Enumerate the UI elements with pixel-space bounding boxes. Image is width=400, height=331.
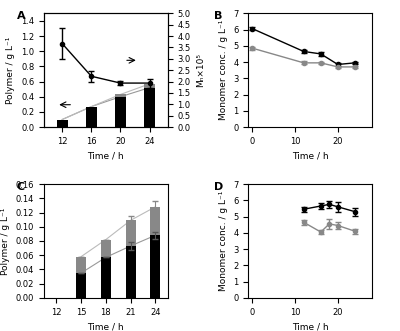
Bar — [150, 235, 160, 298]
Bar — [76, 273, 86, 298]
Bar — [144, 84, 155, 88]
Y-axis label: Polymer / g L⁻¹: Polymer / g L⁻¹ — [6, 36, 16, 104]
Bar — [150, 207, 160, 235]
Bar — [101, 257, 111, 298]
X-axis label: Time / h: Time / h — [88, 322, 124, 331]
Text: B: B — [214, 11, 222, 21]
Bar — [126, 220, 136, 246]
X-axis label: Time / h: Time / h — [292, 151, 328, 161]
Y-axis label: Polymer / g L⁻¹: Polymer / g L⁻¹ — [1, 207, 10, 275]
Bar — [126, 246, 136, 298]
Bar — [57, 119, 68, 127]
Bar — [115, 97, 126, 127]
X-axis label: Time / h: Time / h — [292, 322, 328, 331]
Bar — [101, 240, 111, 257]
Bar — [86, 107, 97, 127]
X-axis label: Time / h: Time / h — [88, 151, 124, 161]
Bar — [115, 94, 126, 97]
Text: A: A — [17, 11, 25, 21]
Y-axis label: Mₙ×10⁵: Mₙ×10⁵ — [196, 53, 205, 87]
Y-axis label: Monomer conc. / g L⁻¹: Monomer conc. / g L⁻¹ — [218, 20, 228, 120]
Bar — [76, 257, 86, 273]
Text: D: D — [214, 182, 223, 192]
Bar — [144, 88, 155, 127]
Y-axis label: Monomer conc. / g L⁻¹: Monomer conc. / g L⁻¹ — [218, 191, 228, 291]
Text: C: C — [17, 182, 25, 192]
